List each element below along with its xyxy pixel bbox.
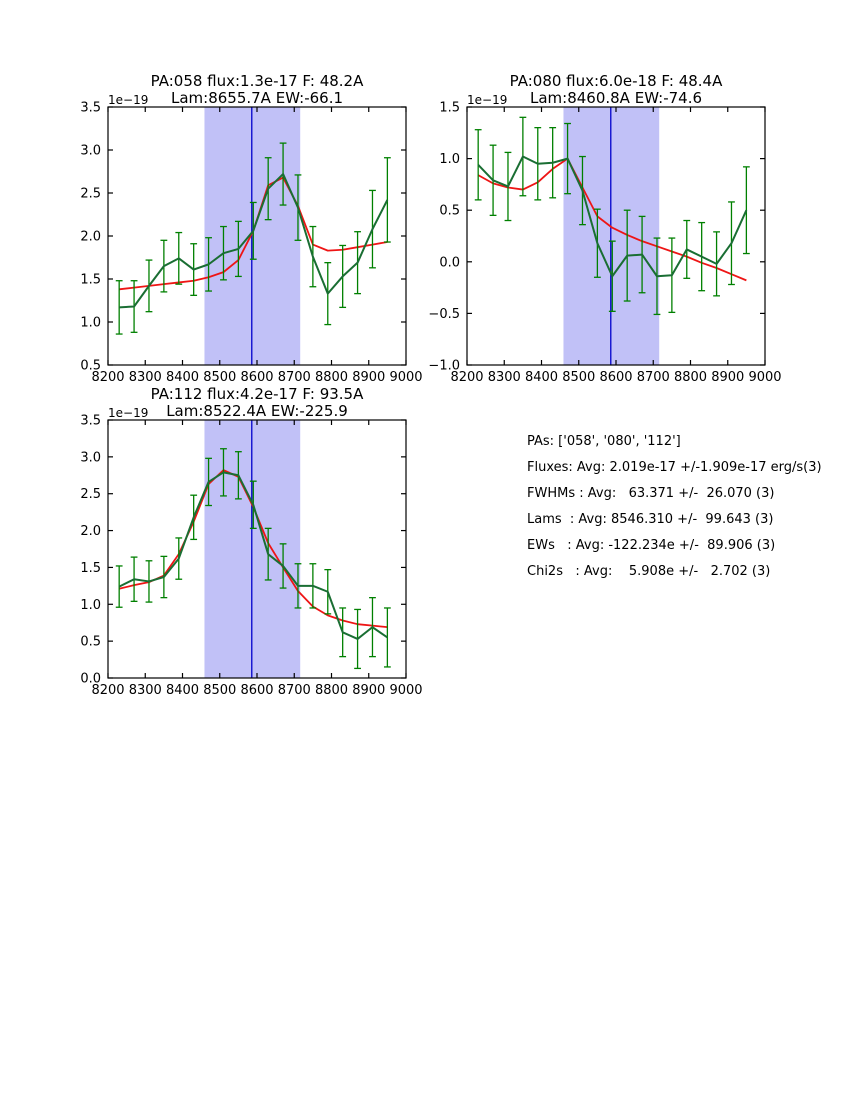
x-tick-label: 8700	[278, 370, 311, 385]
y-tick-label: 1.0	[80, 598, 101, 613]
chart-title-line2: Lam:8522.4A EW:-225.9	[166, 402, 348, 420]
y-tick-label: 3.5	[80, 414, 101, 429]
y-tick-label: 1.0	[439, 152, 460, 167]
x-tick-label: 8600	[599, 370, 632, 385]
y-tick-label: 0.5	[80, 359, 101, 374]
stats-line-fwhms: FWHMs : Avg: 63.371 +/- 26.070 (3)	[527, 486, 775, 501]
y-tick-label: −0.5	[428, 307, 460, 322]
stats-line-lams: Lams : Avg: 8546.310 +/- 99.643 (3)	[527, 512, 774, 527]
y-axis-offset-label: 1e−19	[467, 93, 507, 107]
y-tick-label: 0.5	[439, 204, 460, 219]
stats-panel: PAs: ['058', '080', '112'] Fluxes: Avg: …	[527, 429, 847, 585]
x-tick-label: 8800	[315, 370, 348, 385]
x-tick-label: 8300	[129, 370, 162, 385]
y-tick-label: 2.5	[80, 487, 101, 502]
x-tick-label: 8800	[674, 370, 707, 385]
x-tick-label: 8500	[562, 370, 595, 385]
x-tick-label: 8700	[278, 683, 311, 698]
axis-ticks	[107, 419, 407, 679]
x-tick-label: 9000	[389, 683, 422, 698]
chart-title-line1: PA:080 flux:6.0e-18 F: 48.4A	[510, 72, 723, 90]
x-tick-label: 8300	[129, 683, 162, 698]
x-tick-label: 8300	[488, 370, 521, 385]
stats-line-pas: PAs: ['058', '080', '112']	[527, 434, 681, 449]
y-tick-label: −1.0	[428, 359, 460, 374]
x-tick-label: 8500	[203, 683, 236, 698]
y-tick-label: 0.5	[80, 635, 101, 650]
x-tick-label: 8900	[352, 683, 385, 698]
axis-ticks	[466, 106, 766, 366]
x-tick-label: 8600	[240, 683, 273, 698]
axis-ticks	[107, 106, 407, 366]
spectrum-line	[477, 155, 748, 278]
x-tick-label: 8800	[315, 683, 348, 698]
x-tick-label: 8900	[711, 370, 744, 385]
y-tick-label: 1.5	[439, 101, 460, 116]
chart-svg-0: 8200 8300 8400 8500 8600 8700 8800 8900 9000 0.5 1…	[80, 72, 422, 385]
x-tick-label: 8700	[637, 370, 670, 385]
x-tick-label: 8400	[166, 683, 199, 698]
chart-title-line2: Lam:8460.8A EW:-74.6	[530, 89, 702, 107]
y-tick-label: 2.0	[80, 524, 101, 539]
x-tick-label: 8500	[203, 370, 236, 385]
stats-line-fluxes: Fluxes: Avg: 2.019e-17 +/-1.909e-17 erg/…	[527, 460, 822, 475]
x-tick-label: 8400	[525, 370, 558, 385]
stats-line-ews: EWs : Avg: -122.234e +/- 89.906 (3)	[527, 538, 776, 553]
y-tick-label: 1.0	[80, 316, 101, 331]
y-tick-label: 2.0	[80, 230, 101, 245]
subplot-2: 8200 8300 8400 8500 8600 8700 8800 8900 9000 0.0 0…	[33, 370, 436, 713]
x-tick-label: 8200	[450, 370, 483, 385]
y-tick-label: 0.0	[439, 255, 460, 270]
chart-svg-2: 8200 8300 8400 8500 8600 8700 8800 8900 9000 0.0 0…	[80, 385, 422, 698]
chart-title-line1: PA:058 flux:1.3e-17 F: 48.2A	[151, 72, 364, 90]
y-tick-label: 0.0	[80, 672, 101, 687]
y-tick-label: 3.0	[80, 450, 101, 465]
x-tick-label: 9000	[389, 370, 422, 385]
x-tick-label: 8400	[166, 370, 199, 385]
subplot-1: 8200 8300 8400 8500 8600 8700 8800 8900 9000 −1.0…	[392, 57, 795, 400]
y-tick-label: 3.5	[80, 101, 101, 116]
x-tick-label: 8200	[91, 370, 124, 385]
x-tick-label: 8900	[352, 370, 385, 385]
y-tick-label: 1.5	[80, 273, 101, 288]
y-axis-offset-label: 1e−19	[108, 406, 148, 420]
y-tick-label: 2.5	[80, 187, 101, 202]
spectrum-line	[118, 471, 388, 640]
y-tick-label: 3.0	[80, 144, 101, 159]
chart-svg-1: 8200 8300 8400 8500 8600 8700 8800 8900 9000 −1.0…	[428, 72, 781, 385]
chart-title-line1: PA:112 flux:4.2e-17 F: 93.5A	[151, 385, 364, 403]
x-tick-label: 8600	[240, 370, 273, 385]
x-tick-label: 9000	[748, 370, 781, 385]
x-tick-label: 8200	[91, 683, 124, 698]
y-axis-offset-label: 1e−19	[108, 93, 148, 107]
y-tick-label: 1.5	[80, 561, 101, 576]
stats-line-chi2s: Chi2s : Avg: 5.908e +/- 2.702 (3)	[527, 564, 771, 579]
spectrum-line	[119, 173, 389, 309]
chart-title-line2: Lam:8655.7A EW:-66.1	[171, 89, 343, 107]
subplot-0: 8200 8300 8400 8500 8600 8700 8800 8900 9000 0.5 1…	[33, 57, 436, 400]
